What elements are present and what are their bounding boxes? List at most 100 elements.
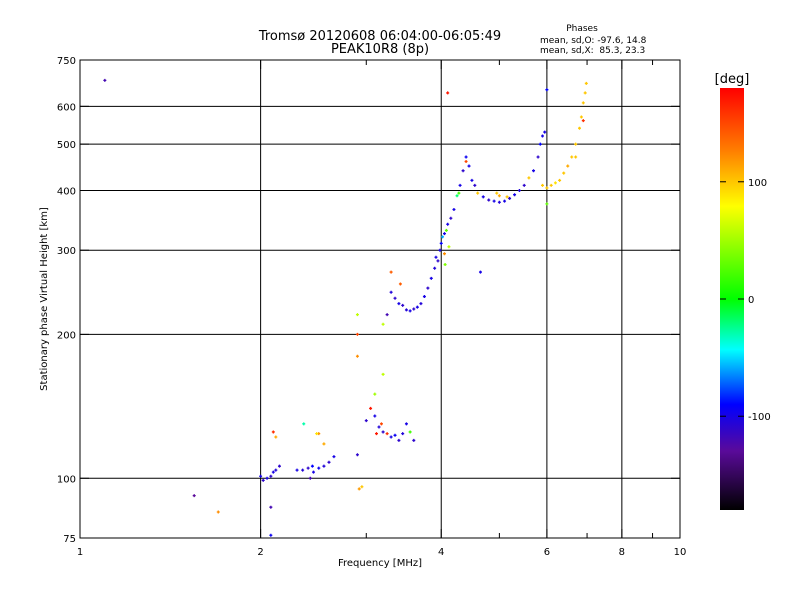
data-point	[398, 282, 402, 286]
phases-heading: Phases	[566, 24, 598, 34]
data-point	[426, 286, 430, 290]
data-point	[381, 372, 385, 376]
data-point	[393, 433, 397, 437]
data-point	[543, 130, 547, 134]
data-point	[447, 245, 451, 249]
data-point	[442, 232, 446, 236]
data-point	[457, 191, 461, 195]
data-point	[355, 354, 359, 358]
data-point	[393, 296, 397, 300]
colorbar-tick-label: 0	[748, 295, 754, 306]
data-point	[433, 266, 437, 270]
data-point	[302, 422, 306, 426]
data-point	[271, 470, 275, 474]
x-tick-label: 8	[619, 547, 625, 558]
data-point	[415, 305, 419, 309]
data-point	[436, 259, 440, 263]
data-point	[467, 164, 471, 168]
x-tick-label: 1	[77, 547, 83, 558]
data-point	[579, 115, 583, 119]
data-point	[397, 302, 401, 306]
data-point	[422, 295, 426, 299]
data-point	[497, 194, 501, 198]
data-point	[315, 432, 319, 436]
data-point	[389, 290, 393, 294]
data-point	[274, 468, 278, 472]
data-point	[541, 134, 545, 138]
data-point	[538, 142, 542, 146]
data-point	[355, 332, 359, 336]
data-point	[464, 155, 468, 159]
data-point	[584, 81, 588, 85]
data-point	[449, 216, 453, 220]
data-point	[461, 169, 465, 173]
y-tick-label: 400	[57, 186, 76, 197]
data-point	[360, 485, 364, 489]
data-point	[412, 438, 416, 442]
data-point	[452, 208, 456, 212]
data-point	[401, 432, 405, 436]
plot-frame	[79, 59, 681, 539]
data-point	[446, 222, 450, 226]
data-point	[558, 178, 562, 182]
data-point	[438, 248, 442, 252]
chart-title: Tromsø 20120608 06:04:00-06:05:49	[258, 29, 501, 44]
colorbar-tick-label: -100	[748, 412, 771, 423]
data-point	[373, 414, 377, 418]
data-point	[549, 183, 553, 187]
data-point	[545, 88, 549, 92]
data-point	[379, 422, 383, 426]
data-point	[476, 191, 480, 195]
x-axis-label: Frequency [MHz]	[338, 558, 422, 569]
y-tick-label: 300	[57, 246, 76, 257]
data-point	[574, 142, 578, 146]
data-point	[265, 476, 269, 480]
data-point	[373, 392, 377, 396]
data-point	[541, 183, 545, 187]
y-tick-label: 750	[57, 56, 76, 67]
data-point	[532, 169, 536, 173]
data-point	[470, 178, 474, 182]
data-point	[455, 194, 459, 198]
data-point	[357, 487, 361, 491]
data-point	[355, 453, 359, 457]
data-point	[481, 195, 485, 199]
data-point	[566, 164, 570, 168]
data-point	[192, 494, 196, 498]
data-point	[322, 442, 326, 446]
data-point	[439, 241, 443, 245]
data-point	[508, 196, 512, 200]
data-point	[545, 186, 549, 190]
data-point	[545, 202, 549, 206]
data-point	[444, 228, 448, 232]
data-point	[401, 303, 405, 307]
data-point	[269, 533, 273, 537]
data-point	[478, 270, 482, 274]
data-point	[216, 510, 220, 514]
data-point	[295, 468, 299, 472]
data-point	[332, 455, 336, 459]
data-point	[581, 101, 585, 105]
data-point	[306, 466, 310, 470]
data-point	[322, 464, 326, 468]
data-point	[369, 406, 373, 410]
data-point	[442, 252, 446, 256]
data-point	[443, 263, 447, 267]
data-point	[473, 183, 477, 187]
data-point	[492, 199, 496, 203]
y-tick-label: 75	[63, 534, 76, 545]
data-point	[536, 155, 540, 159]
data-point	[385, 313, 389, 317]
data-point	[381, 430, 385, 434]
data-point	[381, 322, 385, 326]
data-point	[301, 468, 305, 472]
data-point	[505, 195, 509, 199]
data-point	[377, 425, 381, 429]
phases-x-stats: mean, sd,X: 85.3, 23.3	[540, 46, 645, 56]
y-tick-label: 600	[57, 102, 76, 113]
data-point	[429, 276, 433, 280]
data-point	[308, 476, 312, 480]
data-point	[103, 78, 107, 82]
data-point	[527, 176, 531, 180]
data-point	[522, 183, 526, 187]
